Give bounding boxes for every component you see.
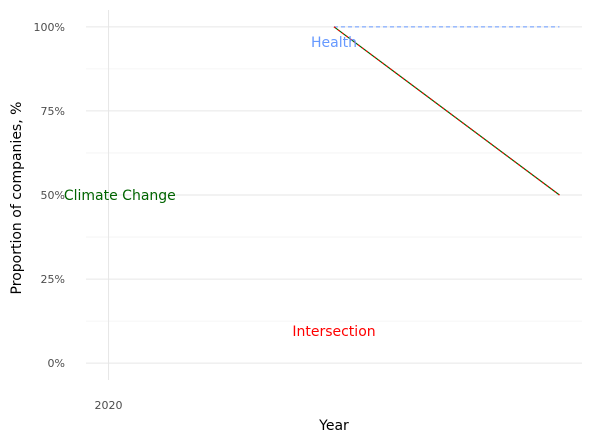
y-tick-label: 0% <box>48 357 65 370</box>
y-tick-label: 75% <box>41 105 65 118</box>
y-tick-label: 25% <box>41 273 65 286</box>
x-tick-label: 2020 <box>95 399 123 412</box>
annotations: Health Climate Change Intersection <box>64 35 376 340</box>
y-axis-tick-labels: 0% 25% 50% 75% 100% <box>34 21 65 370</box>
x-axis-tick-labels: 2020 <box>95 399 123 412</box>
annotation-label: Intersection <box>292 324 375 340</box>
y-tick-label: 100% <box>34 21 65 34</box>
minor-gridlines <box>86 68 582 322</box>
annotation-label: Climate Change <box>64 188 176 204</box>
annotation-label: Health <box>311 35 357 51</box>
y-axis-title: Proportion of companies, % <box>9 102 25 295</box>
x-axis-title: Year <box>318 418 349 434</box>
y-tick-label: 50% <box>41 189 65 202</box>
series-line <box>333 26 560 196</box>
series-lines <box>333 26 560 196</box>
